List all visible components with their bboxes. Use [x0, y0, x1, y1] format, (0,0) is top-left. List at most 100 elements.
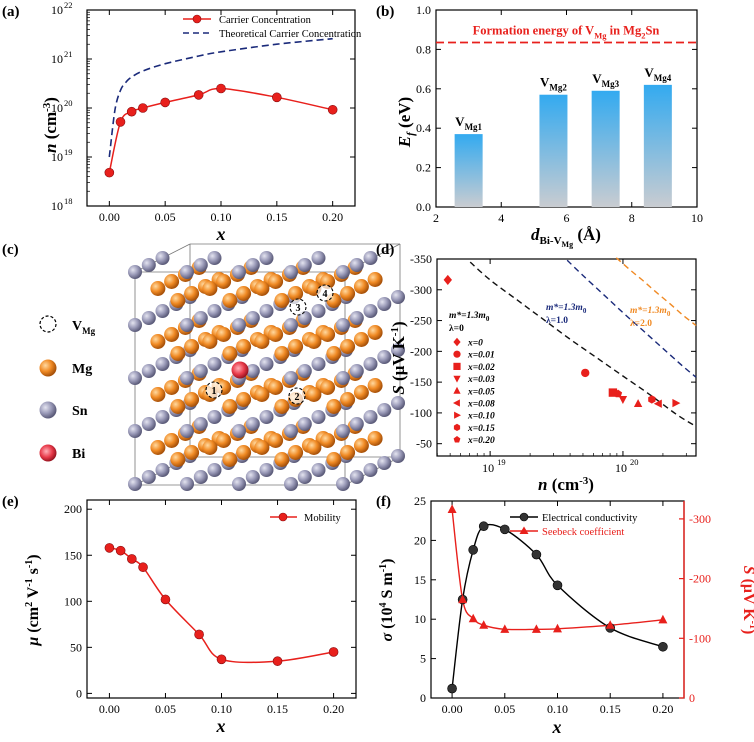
data-point	[614, 389, 623, 398]
mg-atom	[268, 274, 284, 289]
mg-atom	[320, 433, 336, 448]
sn-atom	[391, 449, 405, 463]
theoretical-curve	[108, 37, 333, 158]
plot-frame-e	[86, 499, 357, 699]
mg-atom	[367, 378, 383, 393]
mg-atom	[306, 387, 322, 402]
y-tick-label: 50	[70, 640, 82, 654]
data-point	[648, 395, 656, 404]
legend-a: Carrier Concentration Theoretical Carrie…	[183, 14, 362, 40]
data-point	[127, 554, 137, 564]
sn-atom	[155, 410, 170, 424]
bi-atom-icon	[39, 444, 57, 462]
x-axis-label-f: x	[552, 717, 562, 737]
sn-atom	[193, 311, 208, 325]
curve-label-l2-b: λ=2.0	[630, 319, 652, 329]
legend-d: x=0 x=0.01 x=0.02 x=0.03 x=0.05 x=0.08 x=0.10 x…	[453, 337, 495, 446]
mg-atom	[288, 339, 304, 354]
bar	[539, 94, 568, 207]
structure-legend: VMg Mg Sn Bi	[39, 315, 96, 462]
sn-atom	[259, 463, 274, 477]
sn-atom	[245, 470, 260, 484]
sn-atom	[363, 410, 378, 424]
bar-label: VMg2	[540, 75, 567, 93]
mg-atom	[164, 380, 180, 395]
sn-atom	[336, 371, 350, 385]
mg-atom	[274, 293, 290, 308]
sn-atom	[284, 318, 298, 332]
sn-atom	[155, 463, 170, 477]
sn-atom	[336, 424, 350, 438]
mg-atom	[222, 293, 238, 308]
x-tick-label: 0.10	[547, 702, 568, 716]
legend-marker	[453, 386, 461, 394]
carrier-curve	[108, 87, 333, 173]
sn-atom	[336, 265, 350, 279]
mg-atom	[254, 334, 270, 349]
mg-atom	[216, 274, 232, 289]
sn-atom	[141, 470, 156, 484]
x-tick-label: 0.15	[600, 702, 621, 716]
y-tick-label: 5	[420, 652, 426, 666]
curve-label-l2: m*=1.3m0	[630, 305, 671, 318]
sn-atom	[128, 477, 142, 491]
sn-atom	[232, 318, 246, 332]
sn-atom	[207, 251, 222, 265]
mg-atom	[254, 440, 270, 455]
x-tick-label: 0.10	[211, 210, 232, 224]
x-tick-label: 2	[433, 211, 439, 225]
data-point	[653, 399, 662, 408]
mg-atom	[184, 286, 200, 301]
mg-atom	[353, 438, 369, 453]
data-point	[479, 620, 489, 629]
legend-label: x=0	[467, 339, 483, 349]
sn-atom	[363, 251, 378, 265]
y-tick-label: 0	[420, 691, 426, 705]
data-point	[553, 623, 562, 633]
sn-atom	[377, 403, 392, 417]
x-tick-label: 0.10	[211, 702, 232, 716]
mg-atom	[288, 286, 304, 301]
y-tick-label-right: 0	[689, 691, 695, 705]
x-tick-label: 0.20	[323, 702, 344, 716]
mg-atom	[340, 445, 356, 460]
panel-f: (f) 0.00 0.05 0.10 0.15 0.20 0 5 10 15 20 25 0 -100 -…	[376, 494, 754, 737]
axis-ticks-e: 0.00 0.05 0.10 0.15 0.20 0 50 100 150 200	[64, 500, 356, 716]
mg-atom	[274, 452, 290, 467]
legend-label: Electrical conductivity	[542, 513, 638, 524]
mg-atom	[274, 399, 290, 414]
mg-atom	[340, 339, 356, 354]
sn-atom	[259, 357, 274, 371]
y-tick-label: -150	[410, 375, 432, 389]
sn-atom	[207, 463, 222, 477]
mg-atom	[320, 327, 336, 342]
y-axis-label-d: S (μV K-1)	[389, 321, 408, 394]
model-curve	[615, 257, 697, 327]
mg-atom	[236, 392, 252, 407]
mg-atom	[254, 387, 270, 402]
mg-atom	[274, 346, 290, 361]
data-point	[605, 620, 615, 629]
y-tick-label: -100	[410, 406, 432, 420]
y-tick-label: -50	[416, 437, 432, 451]
sn-atom	[336, 318, 350, 332]
x-tick-label: 0.05	[494, 702, 515, 716]
y-tick-exponent: 18	[64, 196, 73, 206]
data-point	[672, 398, 681, 408]
data-point	[115, 117, 126, 127]
data-point	[216, 83, 226, 94]
mg-atom	[367, 431, 383, 446]
mg-atom	[353, 385, 369, 400]
y-tick-label: 10	[51, 101, 63, 115]
mg-atom	[184, 339, 200, 354]
data-point	[104, 543, 115, 553]
mg-atom-icon	[39, 359, 57, 377]
data-point	[633, 399, 643, 407]
axis-ticks-f: 0.00 0.05 0.10 0.15 0.20 0 5 10 15 20 25 0 -100 -200 -…	[414, 494, 711, 716]
data-point	[468, 613, 478, 623]
sn-atom	[349, 364, 364, 378]
mg-atom	[184, 445, 200, 460]
sn-atom	[232, 424, 246, 438]
